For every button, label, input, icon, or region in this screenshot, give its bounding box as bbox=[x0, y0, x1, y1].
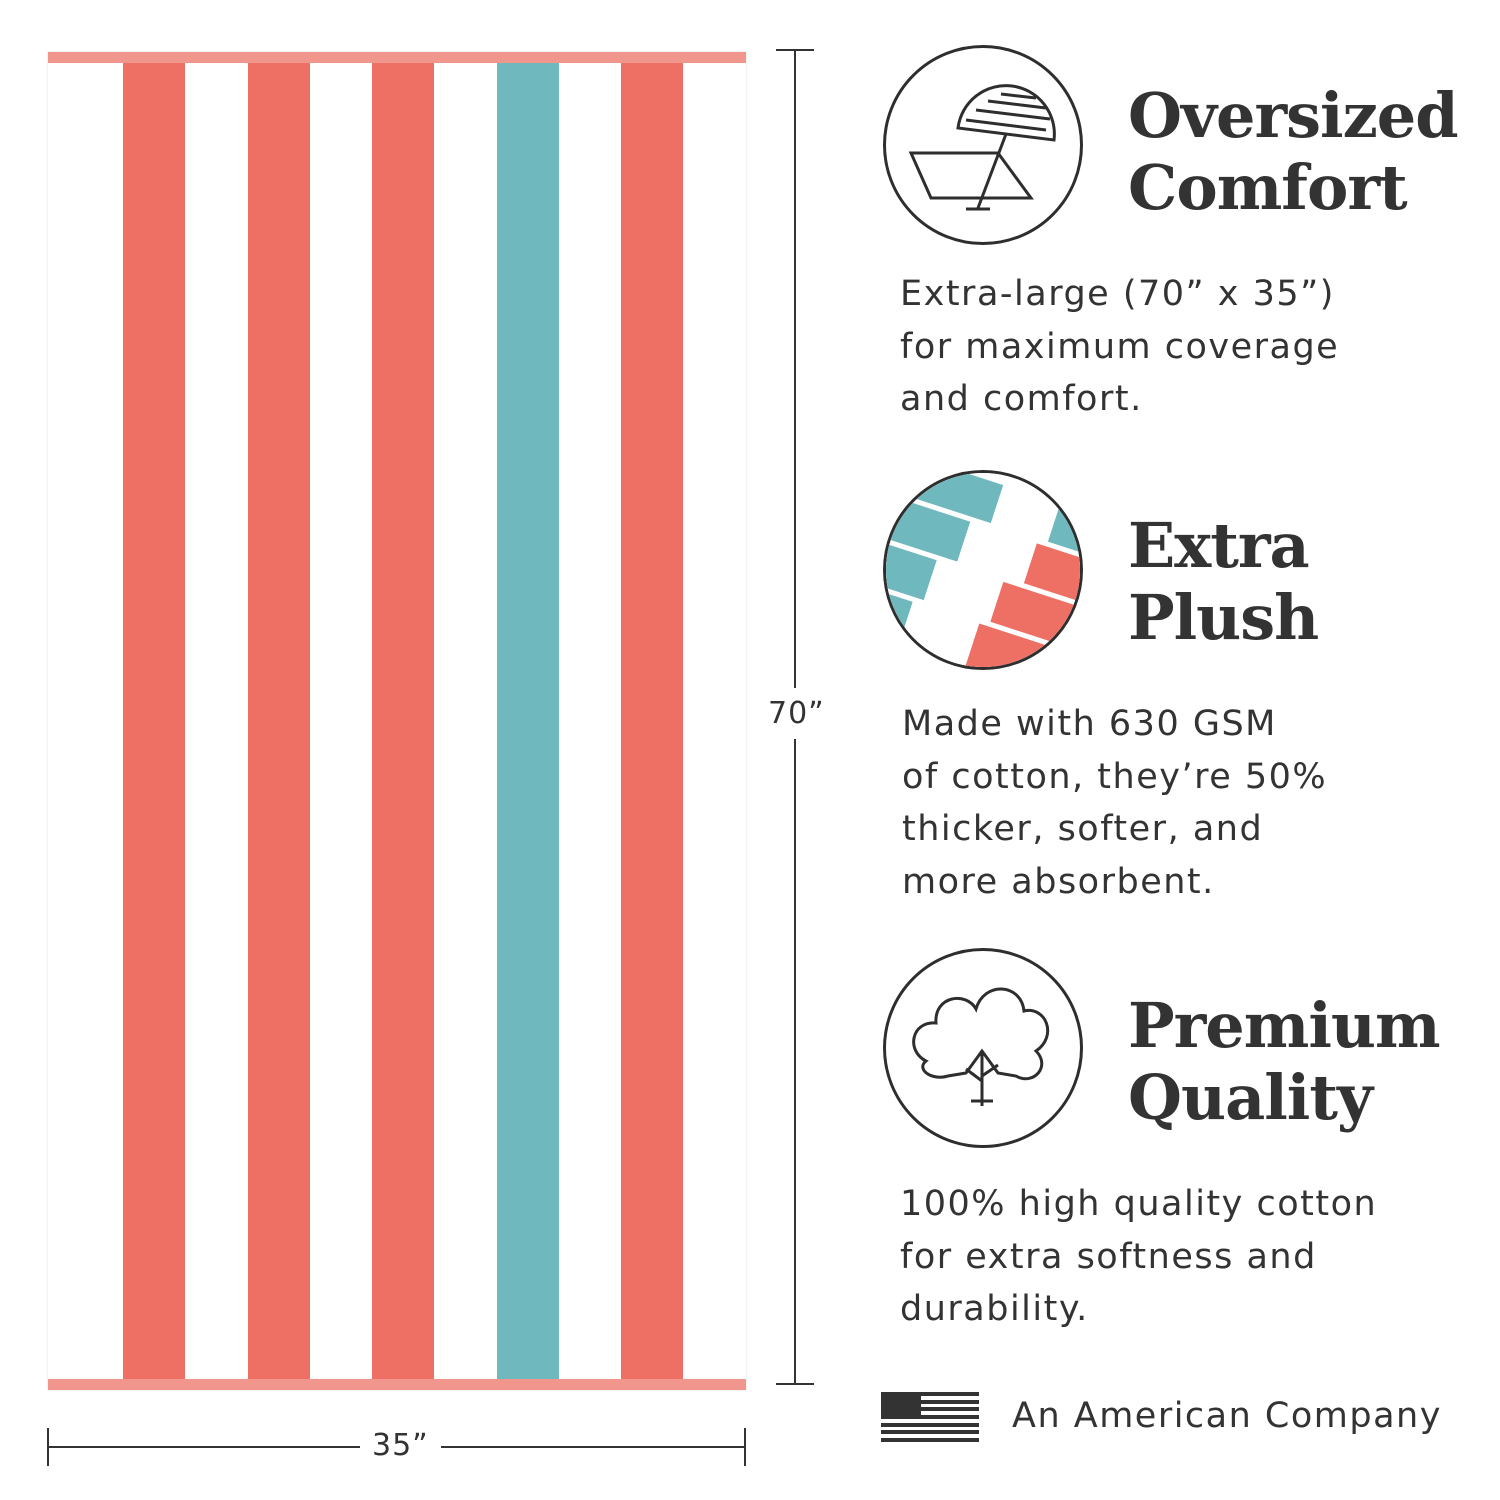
dimension-tick bbox=[47, 1428, 49, 1466]
towel-top-hem bbox=[48, 52, 746, 63]
folded-towel-photo bbox=[883, 470, 1083, 670]
title-line: Plush bbox=[1128, 581, 1319, 654]
us-flag-icon bbox=[881, 1392, 979, 1442]
title-line: Premium bbox=[1128, 989, 1441, 1062]
width-label: 35” bbox=[360, 1428, 441, 1463]
beach-towel-image bbox=[48, 52, 746, 1390]
height-label: 70” bbox=[762, 688, 831, 739]
feature-title: Premium Quality bbox=[1128, 989, 1441, 1134]
title-line: Oversized bbox=[1128, 79, 1459, 152]
feature-title: Oversized Comfort bbox=[1128, 79, 1459, 224]
coral-stripe bbox=[248, 63, 310, 1379]
cotton-flower-icon bbox=[883, 948, 1083, 1148]
coral-stripe bbox=[372, 63, 434, 1379]
title-line: Extra bbox=[1128, 509, 1310, 582]
beach-umbrella-icon bbox=[883, 45, 1083, 245]
feature-description: 100% high quality cotton for extra softn… bbox=[900, 1184, 1378, 1329]
title-line: Comfort bbox=[1128, 151, 1408, 224]
coral-stripe bbox=[123, 63, 185, 1379]
teal-stripe bbox=[497, 63, 559, 1379]
towel-bottom-hem bbox=[48, 1379, 746, 1390]
dimension-tick bbox=[776, 49, 814, 51]
dimension-tick bbox=[776, 1383, 814, 1385]
feature-title: Extra Plush bbox=[1128, 509, 1319, 654]
title-line: Quality bbox=[1128, 1061, 1373, 1134]
feature-description: Made with 630 GSM of cotton, they’re 50%… bbox=[902, 704, 1328, 902]
feature-description: Extra-large (70” x 35”) for maximum cove… bbox=[900, 274, 1340, 419]
coral-stripe bbox=[621, 63, 683, 1379]
american-company-text: An American Company bbox=[1012, 1396, 1442, 1436]
dimension-tick bbox=[744, 1428, 746, 1466]
